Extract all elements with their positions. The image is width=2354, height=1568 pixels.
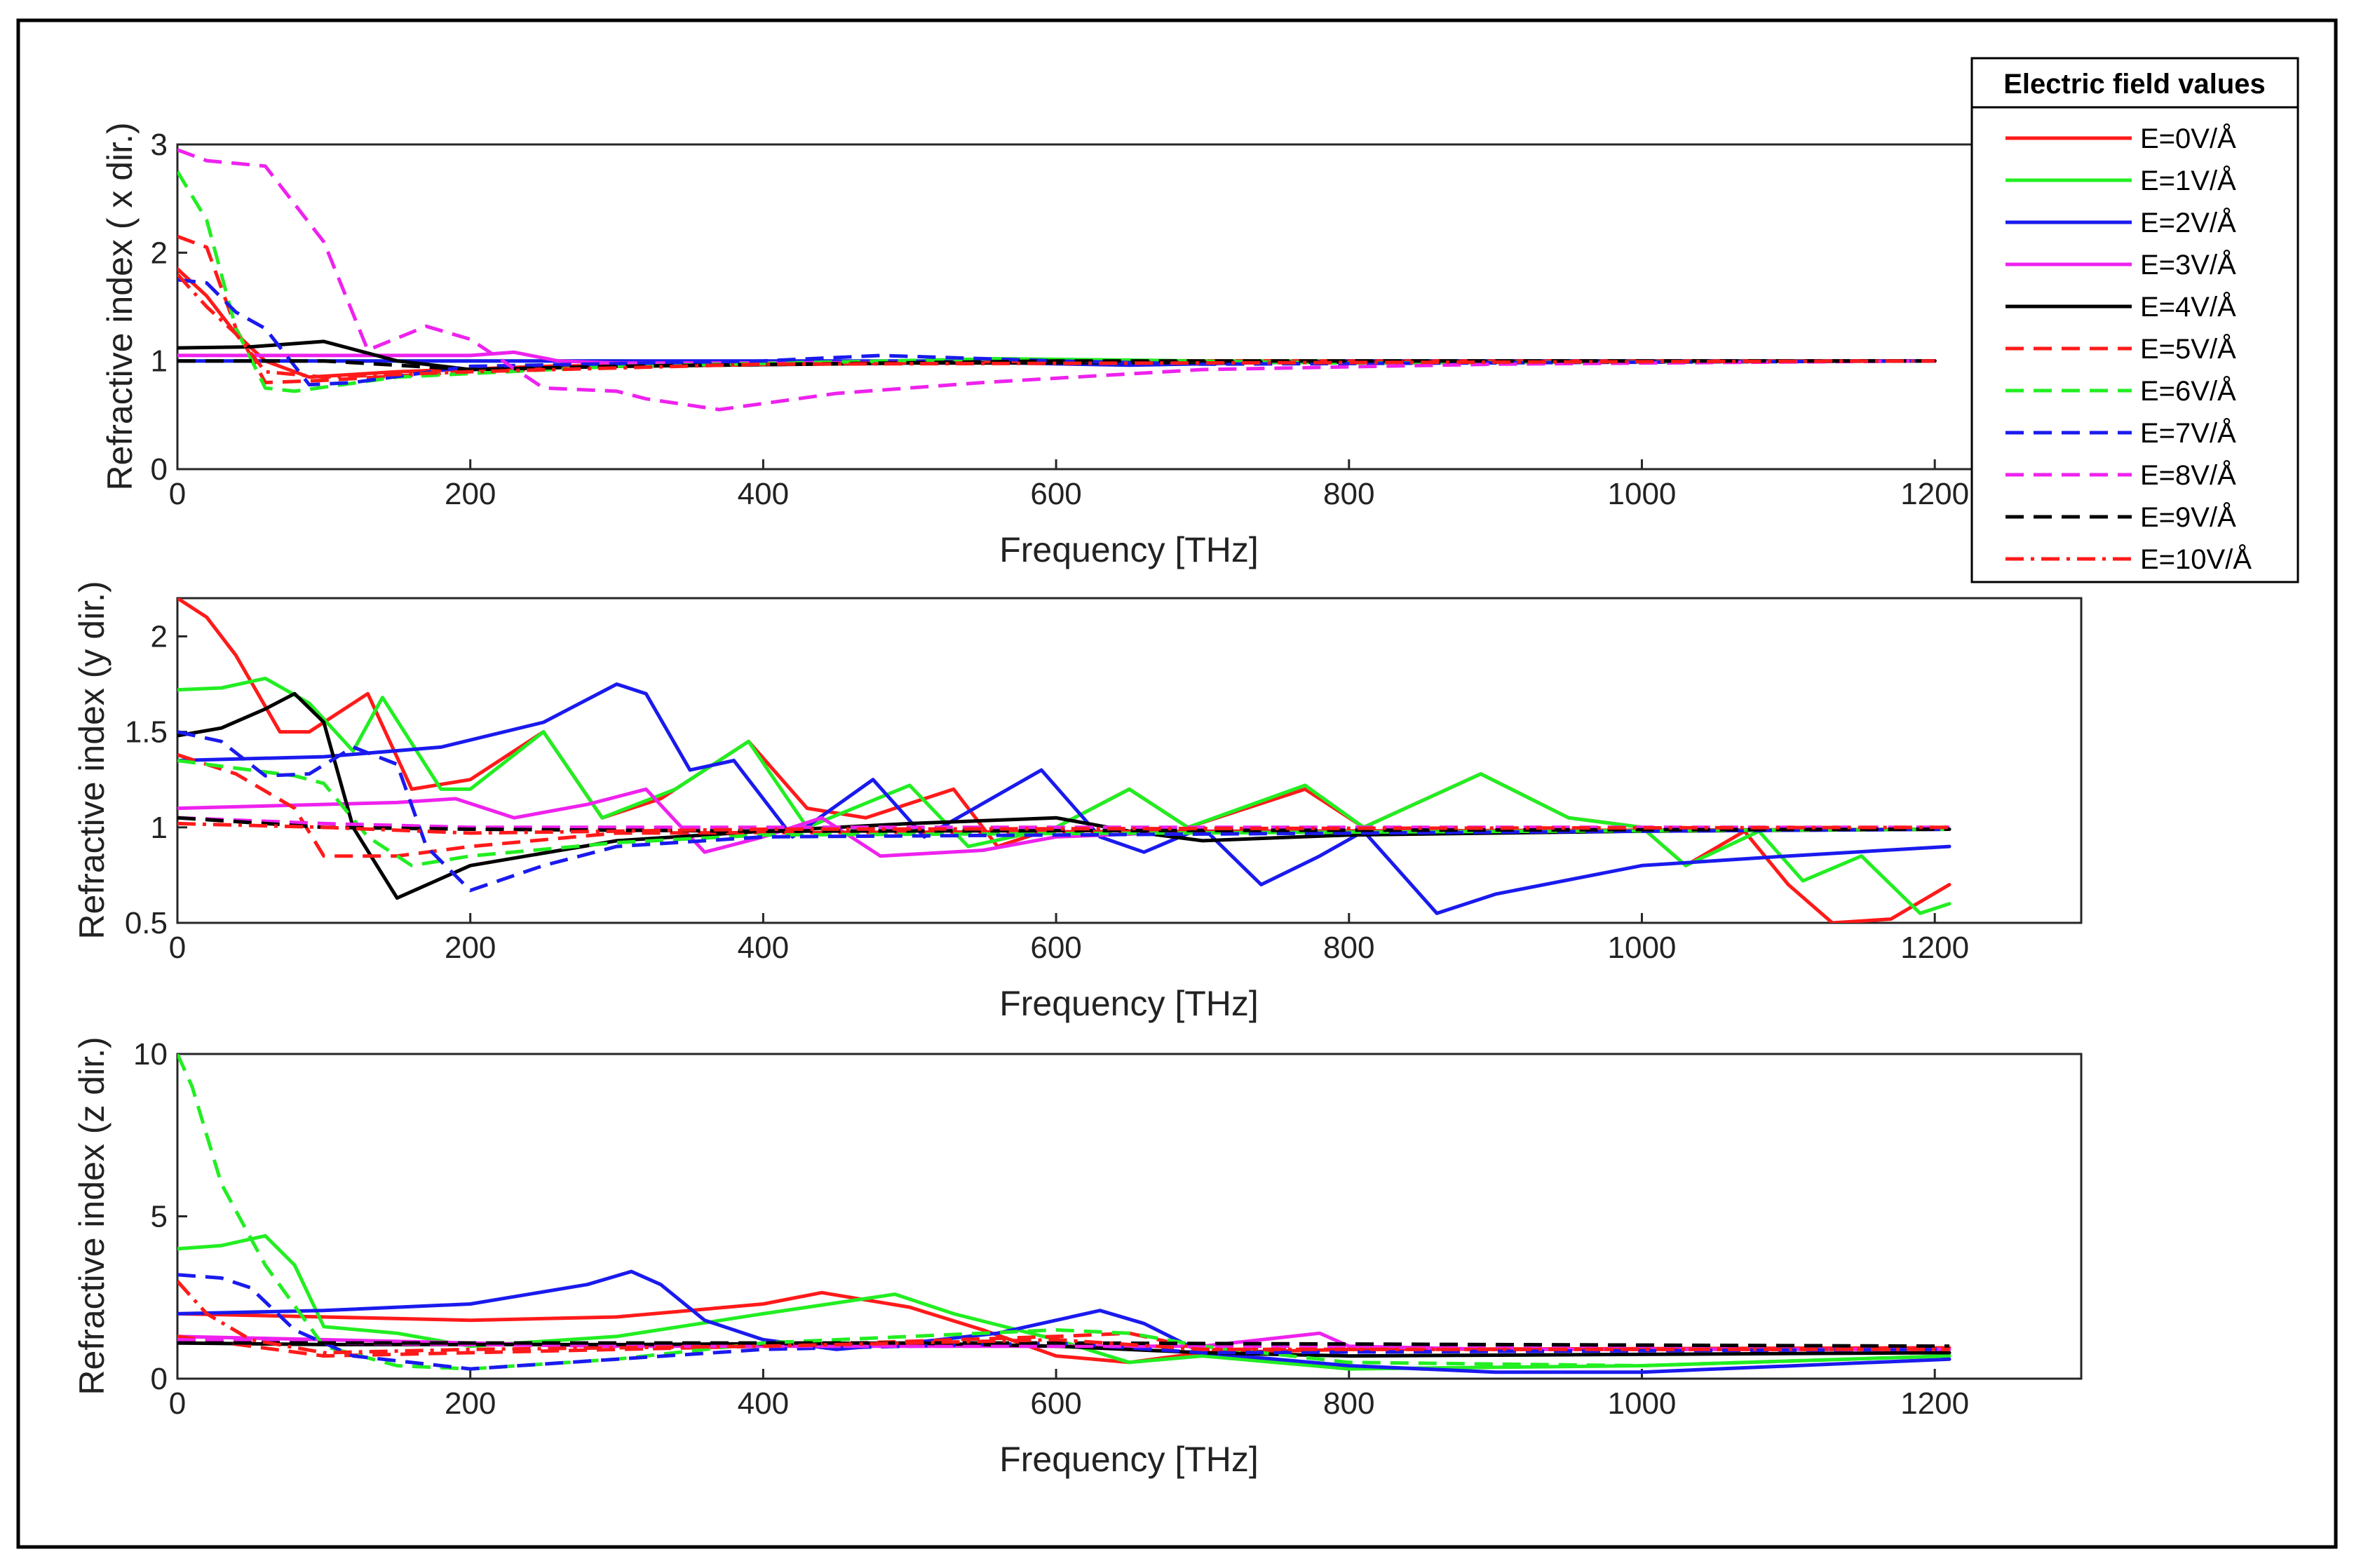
subplot-y-dir: 0 200 400 600 800 1000 1200 0.5 1 1.5 2 Frequency … [72,581,2083,1023]
xlabel-z: Frequency [THz] [999,1440,1259,1479]
legend-label: E=9V/Å [2140,501,2236,533]
subplot-x-dir: 0 200 400 600 800 1000 1200 0 1 2 3 Frequency [THz… [100,122,2083,569]
xtick-label: 200 [445,477,496,511]
legend-entries: E=0V/Å E=1V/Å E=2V/Å E=3V/Å E=4V/Å E=5V/Å E=6V… [2005,123,2252,575]
xtick-label: 800 [1323,931,1374,965]
xtick-label: 600 [1030,931,1081,965]
xtick-label: 600 [1030,1386,1081,1421]
plot-frame-x [176,143,2083,471]
series-line [177,676,1951,915]
series-line [177,752,1950,858]
plot-frame-z [176,1053,2083,1380]
legend: Electric field values E=0V/Å E=1V/Å E=2V/Å… [1970,57,2299,583]
ytick-label: 2 [151,619,168,654]
ytick-label: 0.5 [125,906,168,940]
ytick-label: 1.5 [125,715,168,750]
xtick-label: 0 [169,931,186,965]
xtick-label: 800 [1323,1386,1374,1421]
ytick-label: 1 [151,344,168,379]
series-line [177,1234,1951,1371]
series-line [177,273,1935,379]
xtick-label: 0 [169,477,186,511]
xtick-label: 400 [738,1386,789,1421]
series-line [177,691,1951,900]
subplot-z-dir: 0 200 400 600 800 1000 1200 0 5 10 Frequency [THz… [72,1036,2083,1479]
ytick-label: 0 [151,452,168,487]
series-line [177,359,1935,372]
series-line [177,1054,1950,1371]
legend-title: Electric field values [2003,69,2266,100]
ylabel-z: Refractive index (z dir.) [72,1036,111,1395]
ytick-label: 1 [151,811,168,845]
ytick-label: 3 [151,128,168,162]
plot-frame-y [176,597,2083,924]
legend-label: E=8V/Å [2140,459,2236,491]
xtick-label: 1200 [1900,1386,1969,1421]
ticks-y: 0 200 400 600 800 1000 1200 0.5 1 1.5 2 [125,619,1969,965]
series-line [177,816,1949,830]
xtick-label: 400 [738,477,789,511]
series-line [177,816,1950,833]
xtick-label: 1000 [1608,1386,1677,1421]
legend-label: E=4V/Å [2140,291,2236,323]
ytick-label: 5 [151,1200,168,1234]
ylabel-y: Refractive index (y dir.) [72,581,111,939]
xtick-label: 1000 [1608,477,1677,511]
series-line [177,730,1950,893]
legend-label: E=0V/Å [2140,123,2236,154]
xtick-label: 200 [445,931,496,965]
series-line [177,821,1950,835]
legend-label: E=10V/Å [2140,543,2252,575]
xtick-label: 200 [445,1386,496,1421]
series-line [177,278,1935,387]
series-line [177,682,1951,915]
xlabel-x: Frequency [THz] [999,530,1259,569]
series-line [177,759,1950,867]
legend-label: E=2V/Å [2140,207,2236,238]
legend-label: E=6V/Å [2140,375,2236,407]
series-group-y [177,598,1951,923]
xtick-label: 0 [169,1386,186,1421]
legend-label: E=7V/Å [2140,417,2236,449]
xtick-label: 1000 [1608,931,1677,965]
legend-box [1970,57,2299,583]
legend-label: E=5V/Å [2140,333,2236,365]
legend-label: E=3V/Å [2140,249,2236,281]
series-line [177,1331,1949,1358]
series-group-z [177,1054,1951,1374]
xlabel-y: Frequency [THz] [999,984,1259,1023]
ytick-label: 2 [151,236,168,270]
ytick-label: 0 [151,1362,168,1396]
ticks-x: 0 200 400 600 800 1000 1200 0 1 2 3 [151,128,1970,511]
xtick-label: 400 [738,931,789,965]
ticks-z: 0 200 400 600 800 1000 1200 0 5 10 [133,1037,1969,1421]
xtick-label: 1200 [1900,477,1969,511]
ytick-label: 10 [133,1037,168,1072]
ylabel-x: Refractive index ( x dir.) [100,122,140,490]
xtick-label: 600 [1030,477,1081,511]
series-line [177,148,1935,412]
legend-label: E=1V/Å [2140,165,2236,196]
series-group-x [177,148,1937,412]
xtick-label: 1200 [1900,931,1969,965]
xtick-label: 800 [1323,477,1374,511]
